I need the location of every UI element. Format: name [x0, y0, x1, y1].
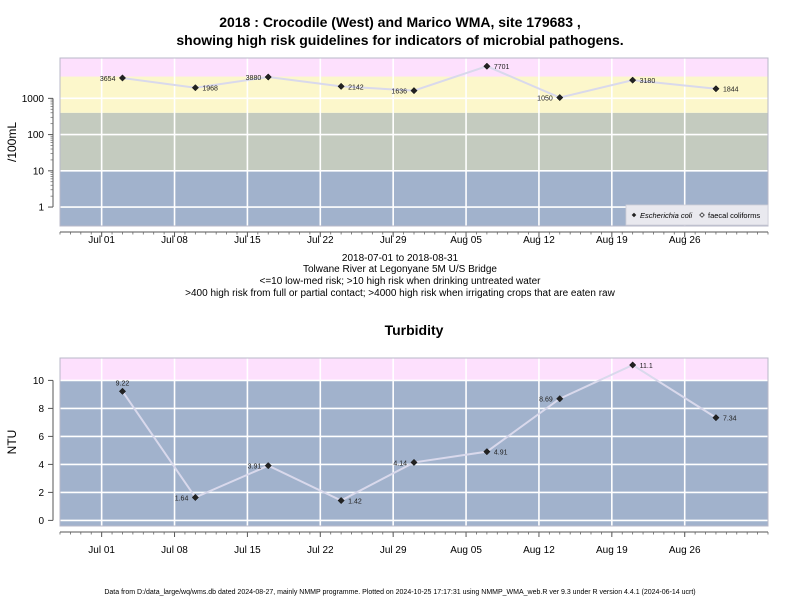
data-point — [264, 462, 272, 470]
x-tick-label: Jul 15 — [234, 235, 261, 246]
y-tick-label: 1 — [38, 203, 44, 214]
data-point — [410, 87, 418, 95]
data-label: 1968 — [202, 86, 218, 93]
risk-band-4 — [60, 58, 768, 77]
y-tick-label: 1000 — [22, 94, 45, 105]
data-label: 3.91 — [248, 464, 262, 471]
data-point — [191, 493, 199, 501]
data-point — [337, 82, 345, 90]
data-point — [556, 94, 564, 102]
data-point — [556, 395, 564, 403]
risk-band-2 — [60, 112, 768, 171]
y-tick-label: 4 — [38, 460, 44, 471]
data-label: 9.22 — [116, 380, 130, 387]
y-tick-label: 2 — [38, 488, 44, 499]
y-tick-label: 10 — [33, 376, 45, 387]
data-point — [712, 414, 720, 422]
x-tick-label: Aug 05 — [450, 235, 482, 246]
y-tick-label: 6 — [38, 432, 44, 443]
y-tick-label: 100 — [27, 130, 44, 141]
legend-label-ecoli: Escherichia coli — [640, 211, 692, 220]
footer-note: Data from D:/data_large/wq/wms.db dated … — [104, 589, 696, 596]
chart-title-line2: showing high risk guidelines for indicat… — [176, 32, 624, 48]
y-tick-label: 8 — [38, 404, 44, 415]
guideline-note-drinking: <=10 low-med risk; >10 high risk when dr… — [259, 276, 541, 287]
data-label: 4.14 — [393, 460, 407, 467]
data-label: 7701 — [494, 64, 510, 71]
y-tick-label: 0 — [38, 516, 44, 527]
x-tick-label: Aug 26 — [669, 235, 701, 246]
y-tick-label: 10 — [33, 166, 45, 177]
chart-title-line1: 2018 : Crocodile (West) and Marico WMA, … — [219, 14, 581, 30]
x-tick-label: Aug 12 — [523, 545, 555, 556]
risk-band-2 — [60, 358, 768, 381]
legend: Escherichia coli faecal coliforms — [625, 204, 769, 226]
x-tick-label: Jul 01 — [88, 545, 115, 556]
x-tick-label: Jul 29 — [380, 545, 407, 556]
legend-box — [625, 204, 769, 226]
x-tick-label: Jul 08 — [161, 545, 188, 556]
data-point — [191, 84, 199, 92]
data-label: 8.69 — [539, 397, 553, 404]
date-range: 2018-07-01 to 2018-08-31 — [341, 253, 459, 264]
data-label: 11.1 — [640, 363, 653, 370]
data-point — [337, 496, 345, 505]
plot-frame — [59, 57, 769, 227]
risk-band-3 — [60, 76, 768, 113]
data-label: 7.34 — [723, 416, 737, 423]
x-tick-label: Aug 26 — [669, 545, 701, 556]
data-point — [118, 387, 127, 395]
x-tick-label: Jul 29 — [380, 235, 407, 246]
data-label: 3654 — [100, 76, 116, 83]
data-point — [118, 74, 127, 82]
data-label: 4.91 — [494, 450, 508, 457]
data-point — [264, 73, 272, 81]
data-point — [629, 76, 637, 84]
data-point — [483, 62, 491, 70]
x-tick-label: Jul 08 — [161, 235, 188, 246]
plot-frame — [59, 357, 769, 527]
data-point — [629, 361, 637, 369]
ecoli-chart: Jul 01 Jul 08 Jul 15 Jul 22 Jul 29 Aug 05 Aug … — [5, 57, 769, 246]
y-axis-label: /100mL — [5, 122, 19, 162]
x-tick-label: Jul 15 — [234, 545, 261, 556]
data-label: 3180 — [640, 78, 656, 85]
x-tick-label: Jul 01 — [88, 235, 115, 246]
legend-label-faecal: faecal coliforms — [708, 211, 760, 220]
legend-marker-faecal — [699, 212, 705, 218]
x-tick-label: Jul 22 — [307, 235, 334, 246]
guideline-note-contact-irrigation: >400 high risk from full or partial cont… — [185, 288, 615, 299]
data-label: 2142 — [348, 84, 364, 91]
site-name: Tolwane River at Legonyane 5M U/S Bridge — [303, 264, 497, 275]
data-point — [483, 448, 491, 456]
data-point — [410, 458, 418, 466]
x-tick-label: Aug 05 — [450, 545, 482, 556]
data-label: 1844 — [723, 87, 739, 94]
legend-marker-ecoli — [631, 212, 637, 218]
x-tick-label: Jul 22 — [307, 545, 334, 556]
risk-band-1 — [60, 380, 768, 526]
data-label: 3880 — [246, 75, 262, 82]
x-tick-label: Aug 12 — [523, 235, 555, 246]
turbidity-chart: Jul 01 Jul 08 Jul 15 Jul 22 Jul 29 Aug 05 Aug … — [5, 322, 769, 556]
data-label: 1.64 — [175, 495, 189, 502]
panel-title: Turbidity — [385, 322, 444, 338]
data-point — [712, 85, 720, 93]
data-label: 1636 — [391, 89, 407, 96]
data-label: 1.42 — [348, 499, 362, 506]
data-label: 1050 — [537, 96, 553, 103]
x-tick-label: Aug 19 — [596, 235, 628, 246]
y-axis-label: NTU — [5, 430, 19, 455]
x-tick-label: Aug 19 — [596, 545, 628, 556]
